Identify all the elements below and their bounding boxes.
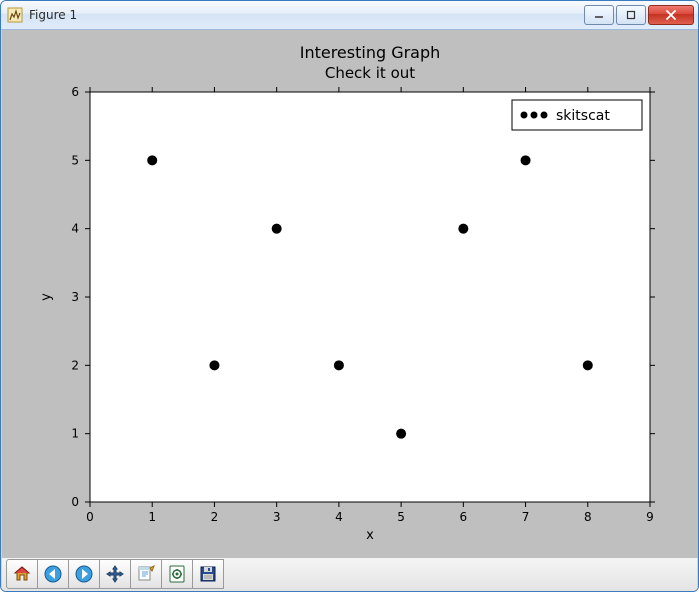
config-button[interactable] <box>161 559 193 589</box>
forward-button[interactable] <box>68 559 100 589</box>
svg-text:1: 1 <box>148 510 156 524</box>
svg-text:x: x <box>366 528 374 543</box>
svg-text:Interesting Graph: Interesting Graph <box>300 43 441 62</box>
svg-text:3: 3 <box>273 510 281 524</box>
close-button[interactable] <box>648 5 694 25</box>
svg-text:2: 2 <box>71 358 79 372</box>
app-icon <box>7 7 23 23</box>
svg-text:Check it out: Check it out <box>325 64 415 82</box>
figure-area: 0 1 2 3 4 5 6 7 8 9 0 1 2 3 4 5 6 x y Interesting Graph Chec… <box>2 30 697 556</box>
titlebar: Figure 1 <box>1 1 698 30</box>
svg-text:7: 7 <box>522 510 530 524</box>
svg-text:8: 8 <box>584 510 592 524</box>
svg-text:2: 2 <box>211 510 219 524</box>
svg-text:5: 5 <box>397 510 405 524</box>
save-icon <box>198 564 218 584</box>
svg-text:5: 5 <box>71 153 79 167</box>
svg-text:y: y <box>39 293 54 301</box>
back-icon <box>43 564 63 584</box>
svg-text:3: 3 <box>71 290 79 304</box>
scatter-chart: 0 1 2 3 4 5 6 7 8 9 0 1 2 3 4 5 6 x y Interesting Graph Chec… <box>2 30 699 558</box>
minimize-button[interactable] <box>584 5 614 25</box>
svg-text:skitscat: skitscat <box>556 108 610 124</box>
svg-text:4: 4 <box>335 510 343 524</box>
svg-text:0: 0 <box>86 510 94 524</box>
maximize-button[interactable] <box>616 5 646 25</box>
config-icon <box>167 564 187 584</box>
app-window: Figure 1 0 1 2 3 4 5 6 7 8 9 0 1 2 3 4 5 6 x y Interesting … <box>0 0 699 592</box>
svg-text:4: 4 <box>71 222 79 236</box>
save-button[interactable] <box>192 559 224 589</box>
zoom-icon <box>136 564 156 584</box>
svg-text:6: 6 <box>71 85 79 99</box>
svg-text:1: 1 <box>71 427 79 441</box>
zoom-button[interactable] <box>130 559 162 589</box>
pan-button[interactable] <box>99 559 131 589</box>
window-buttons <box>584 5 694 25</box>
svg-text:6: 6 <box>460 510 468 524</box>
window-title: Figure 1 <box>29 8 77 22</box>
pan-icon <box>105 564 125 584</box>
matplotlib-toolbar <box>2 556 697 591</box>
back-button[interactable] <box>37 559 69 589</box>
svg-text:0: 0 <box>71 495 79 509</box>
client-area: 0 1 2 3 4 5 6 7 8 9 0 1 2 3 4 5 6 x y Interesting Graph Chec… <box>1 30 698 591</box>
forward-icon <box>74 564 94 584</box>
home-button[interactable] <box>6 559 38 589</box>
home-icon <box>12 564 32 584</box>
svg-text:9: 9 <box>646 510 654 524</box>
